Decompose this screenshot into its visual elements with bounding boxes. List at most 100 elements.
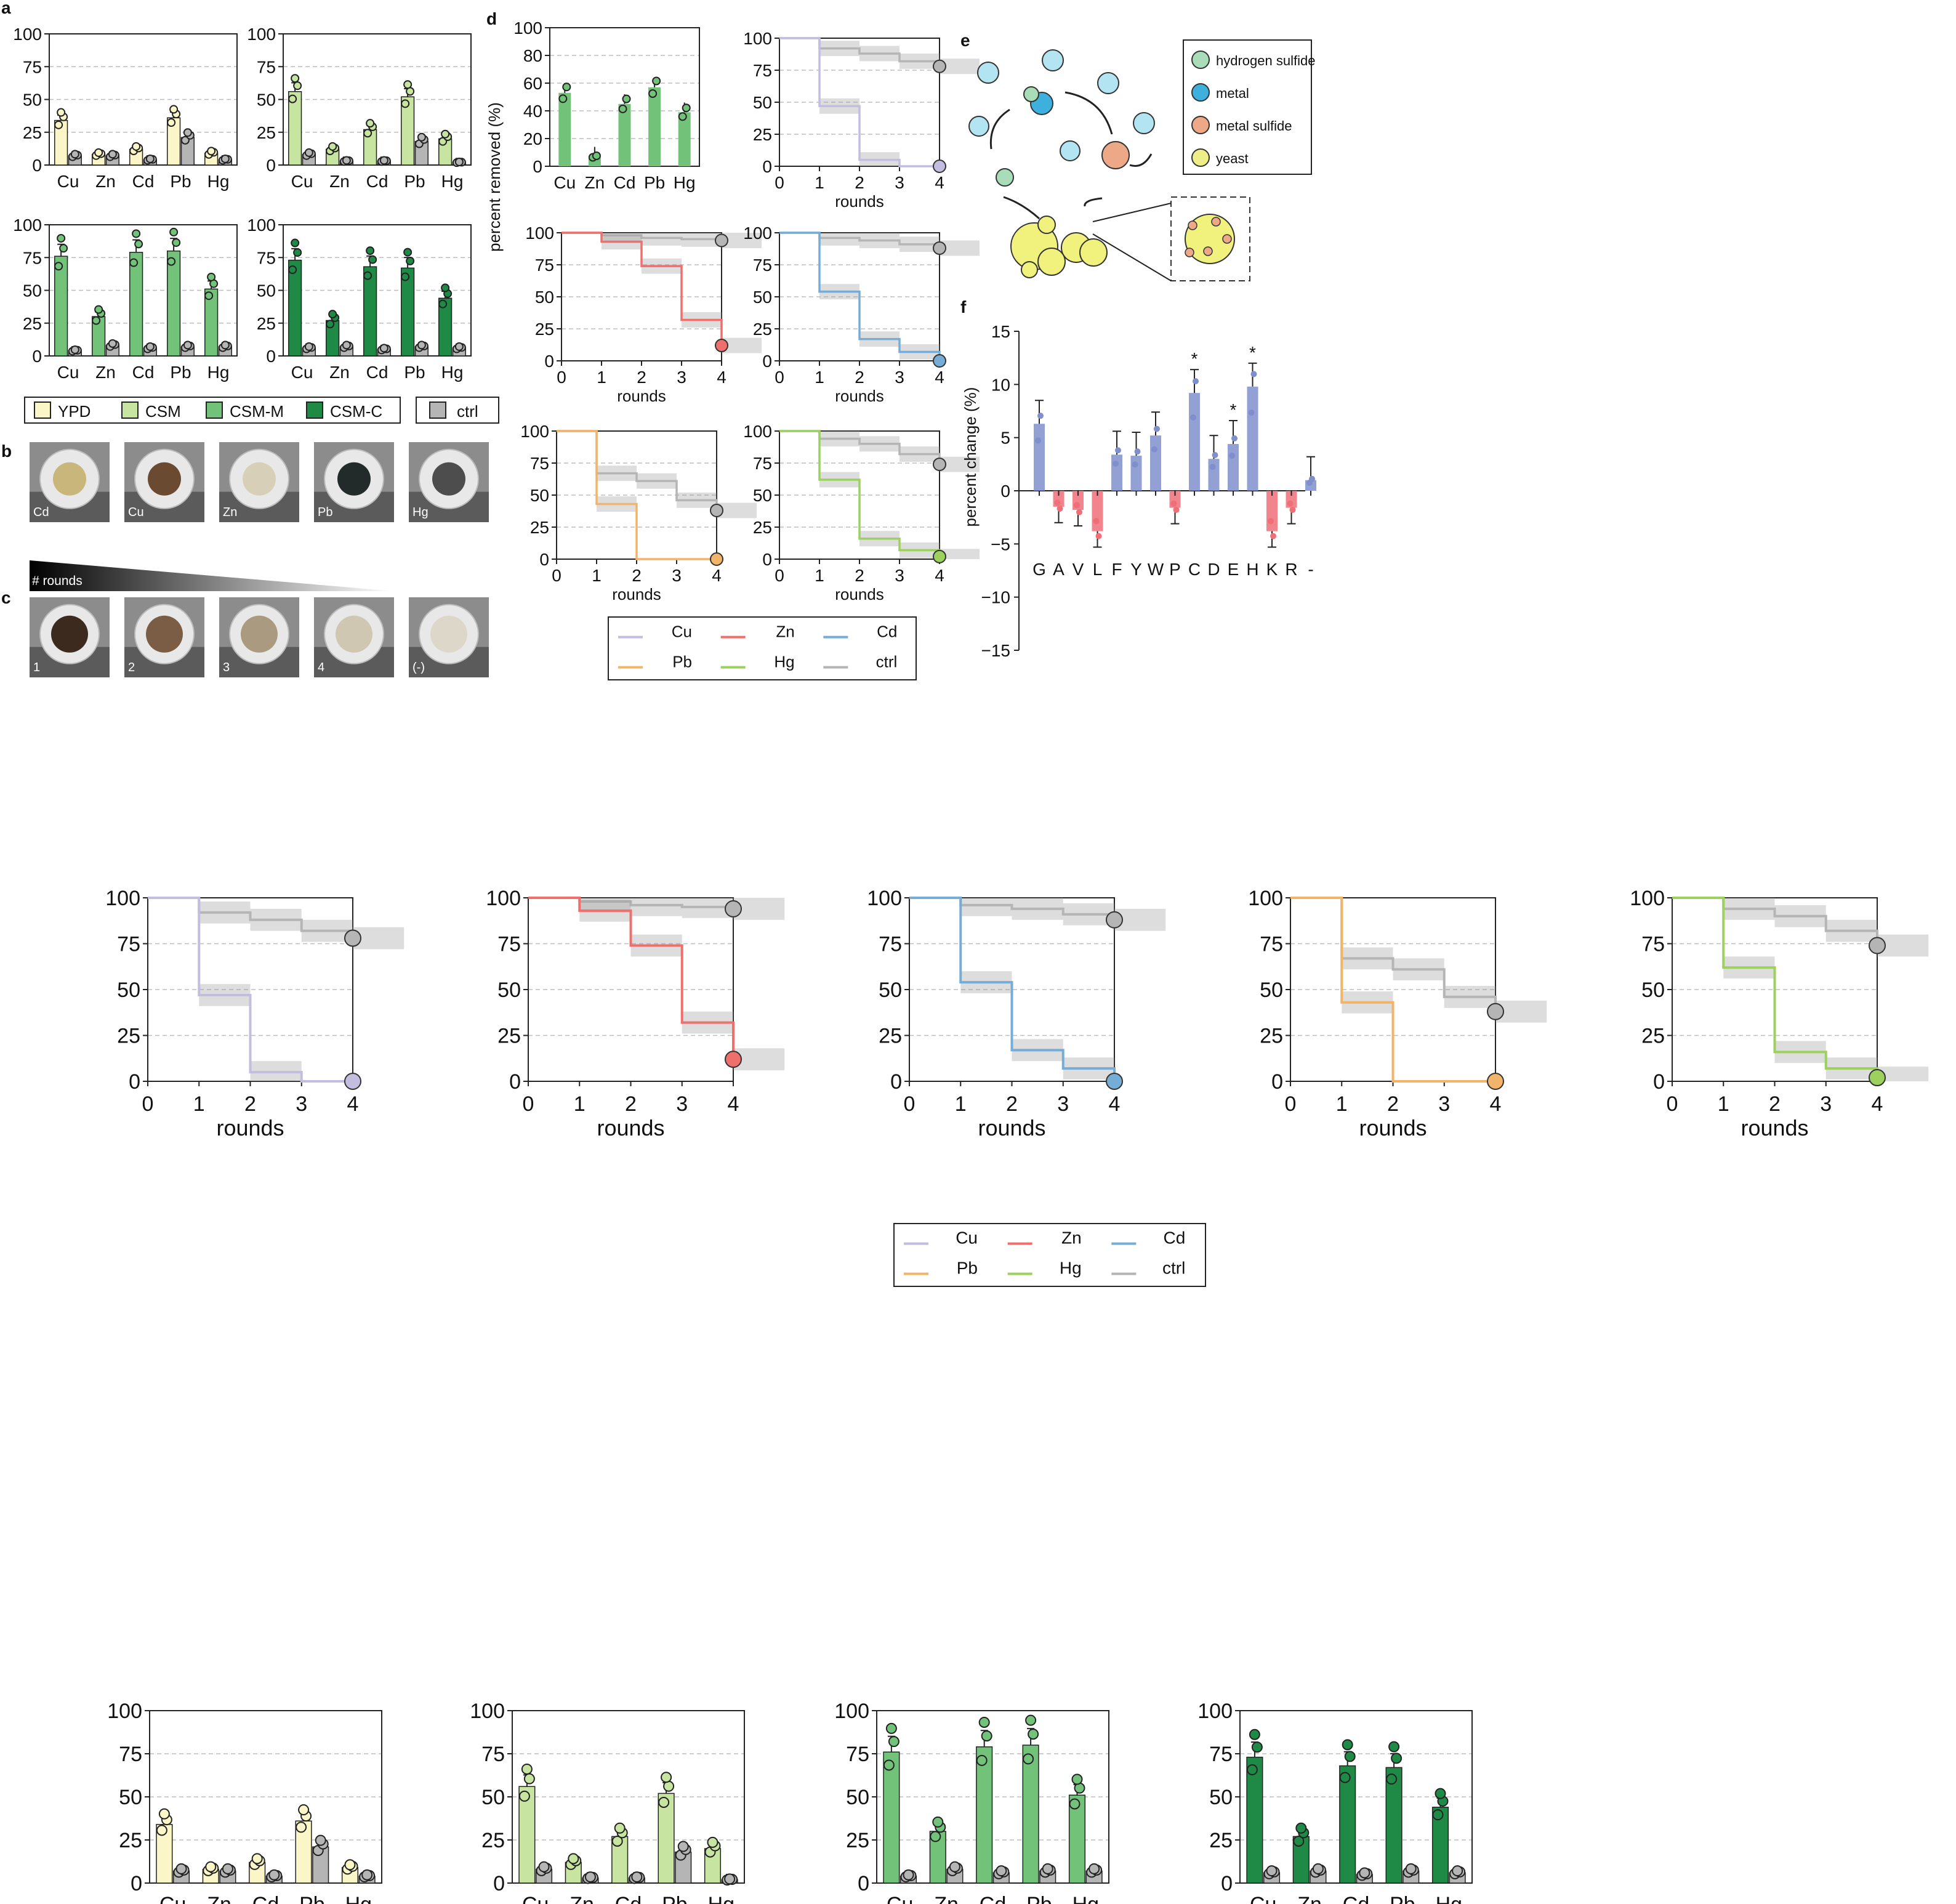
y-tick-label: 25 (1209, 1829, 1233, 1852)
data-point (1231, 435, 1238, 442)
zoom-line (1092, 233, 1172, 281)
y-tick-label: 0 (129, 1070, 140, 1094)
y-tick-label: 75 (1260, 933, 1283, 956)
data-point (315, 1834, 326, 1846)
legend-frame (608, 616, 917, 680)
y-tick-label: 25 (23, 314, 42, 333)
panel-a-chart-1: 0 25 50 75 100 Cu Zn Cd Pb Hg (13, 25, 238, 191)
endpoint-marker (710, 503, 723, 517)
data-point (1071, 1773, 1083, 1785)
legend-marker (1191, 148, 1210, 167)
data-point (368, 255, 377, 264)
y-tick-label: 0 (1000, 482, 1010, 501)
y-tick-label: 100 (247, 25, 276, 44)
data-point (1037, 413, 1044, 419)
bar-E (1228, 444, 1239, 491)
y-tick-label: 50 (879, 978, 902, 1002)
y-tick-label: 75 (753, 256, 772, 275)
data-point (134, 240, 143, 249)
data-point (663, 1780, 675, 1792)
plot-frame (283, 224, 472, 357)
x-tick-label: D (1207, 560, 1220, 579)
data-point (268, 1869, 280, 1881)
data-point (291, 74, 300, 83)
y-tick-label: 15 (991, 322, 1010, 341)
x-tick-label: Pb (404, 363, 425, 382)
data-point (652, 76, 661, 86)
data-point (1154, 426, 1160, 432)
large-step-legend: Cu Zn Cd Pb Hg ctrl (893, 1223, 1206, 1287)
large-bar-chart-4: 0 25 50 75 100 Cu Zn Cd Pb Hg (1197, 1700, 1473, 1904)
y-tick-label: 0 (858, 1872, 869, 1895)
data-point (175, 1863, 187, 1874)
y-tick-label: 0 (1271, 1070, 1283, 1094)
large-step-chart-5: 0 25 50 75 100 0 1 2 3 4 rounds (1630, 887, 1929, 1140)
data-point (1312, 1863, 1324, 1874)
data-point (454, 157, 464, 166)
legend-label: ctrl (876, 653, 898, 671)
plot-frame (283, 33, 472, 166)
plot-frame (149, 1710, 382, 1884)
bar-CSM-C-Pb (401, 267, 415, 357)
x-axis-label: rounds (617, 387, 666, 405)
data-point (1173, 506, 1180, 513)
y-tick-label: 0 (266, 347, 276, 366)
x-tick-label: Cd (132, 172, 155, 191)
data-point (366, 246, 375, 256)
data-point (94, 148, 103, 157)
legend-label: Cd (877, 623, 897, 641)
data-point (707, 1836, 718, 1848)
x-tick-label: 0 (523, 1092, 534, 1116)
endpoint-marker (710, 552, 723, 566)
x-tick-label: 2 (855, 566, 864, 585)
x-tick-label: 2 (855, 173, 864, 192)
y-tick-label: 0 (544, 352, 554, 371)
bar-F (1111, 454, 1122, 491)
data-point (70, 150, 79, 159)
metal-sulfide-bound (1203, 246, 1213, 256)
hydrogen-sulfide (1023, 86, 1039, 102)
bar-Hg (678, 112, 691, 166)
y-tick-label: 50 (753, 93, 772, 112)
y-tick-label: 0 (762, 352, 772, 371)
data-point (1025, 1714, 1037, 1726)
y-tick-label: 50 (23, 281, 42, 301)
yeast-cell (1021, 261, 1038, 278)
x-tick-label: 4 (935, 368, 944, 387)
photo-round-(-): (-) (409, 597, 489, 677)
data-point (1342, 1739, 1353, 1751)
photo-label: Zn (223, 506, 237, 519)
large-step-chart-3: 0 25 50 75 100 0 1 2 3 4 rounds (867, 887, 1166, 1140)
data-point (1151, 446, 1157, 453)
x-tick-label: 4 (728, 1092, 739, 1116)
data-point (568, 1853, 579, 1865)
endpoint-marker (933, 354, 946, 368)
y-tick-label: 75 (1209, 1743, 1233, 1766)
x-axis-label: rounds (835, 387, 884, 405)
x-tick-label: Pb (170, 172, 191, 191)
x-tick-label: G (1032, 560, 1046, 579)
x-tick-label: 2 (625, 1092, 637, 1116)
x-axis-label: rounds (1741, 1115, 1808, 1140)
data-point (438, 299, 448, 309)
panel-e-diagram: hydrogen sulfide metal metal sulfide yeast (968, 39, 1315, 281)
photo-Cd: Cd (30, 442, 110, 522)
y-tick-label: 75 (879, 933, 902, 956)
confidence-band (1877, 1067, 1929, 1081)
plot-frame (49, 224, 238, 357)
step-line (1672, 897, 1878, 1078)
arrow (989, 108, 1010, 150)
x-tick-label: 3 (677, 368, 686, 387)
data-point (326, 320, 335, 329)
x-tick-label: F (1111, 560, 1122, 579)
data-point (584, 1871, 596, 1883)
rounds-gradient-wedge (30, 560, 394, 591)
data-point (1452, 1865, 1463, 1877)
data-point (622, 94, 631, 103)
photo-Pb: Pb (314, 442, 394, 522)
legend-label: Cd (1164, 1228, 1186, 1248)
panel-d-step-chart-1: 0 25 50 75 100 0 1 2 3 4 rounds (743, 29, 980, 211)
y-tick-label: 25 (753, 320, 772, 339)
data-point (145, 154, 155, 163)
data-point (678, 112, 687, 121)
